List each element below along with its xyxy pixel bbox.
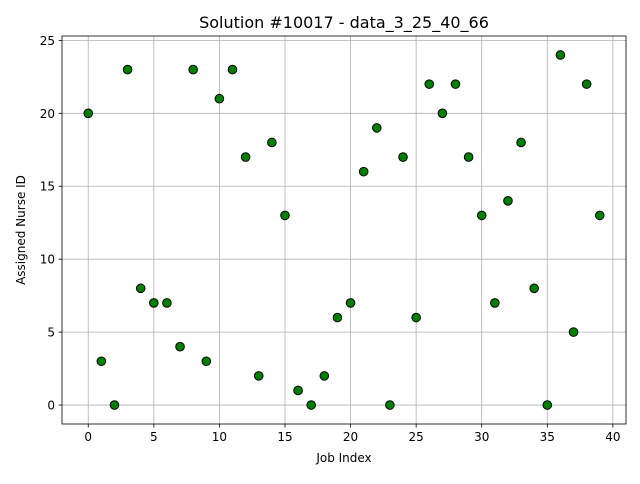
data-point — [122, 64, 133, 75]
data-point — [83, 108, 94, 119]
y-tick-label: 0 — [47, 399, 55, 413]
x-axis-label: Job Index — [315, 451, 371, 465]
data-points — [83, 50, 605, 410]
x-axis-ticks: 0 5 10 15 20 25 30 35 40 — [84, 424, 621, 444]
y-tick-label: 20 — [40, 107, 55, 121]
x-tick-label: 35 — [540, 430, 555, 444]
data-point — [319, 371, 330, 381]
data-point — [371, 123, 382, 133]
y-axis-ticks: 0 5 10 15 20 25 — [40, 34, 62, 413]
data-point — [293, 385, 303, 396]
x-tick-label: 15 — [277, 430, 292, 444]
y-tick-label: 5 — [47, 326, 55, 340]
data-point — [490, 298, 500, 308]
chart-title: Solution #10017 - data_3_25_40_66 — [199, 13, 489, 33]
data-point — [568, 327, 579, 337]
x-tick-label: 30 — [474, 430, 489, 444]
data-point — [463, 152, 474, 162]
data-point — [529, 283, 539, 294]
x-tick-label: 0 — [84, 430, 92, 444]
data-point — [240, 152, 251, 162]
data-point — [476, 210, 487, 221]
data-point — [450, 79, 461, 89]
data-point — [109, 400, 120, 410]
y-tick-label: 25 — [40, 34, 55, 48]
data-point — [306, 400, 317, 410]
data-point — [332, 312, 343, 323]
data-point — [516, 137, 526, 148]
data-point — [135, 283, 146, 294]
data-point — [437, 108, 448, 119]
data-point — [503, 196, 513, 206]
data-point — [385, 400, 395, 410]
data-point — [188, 64, 198, 75]
y-tick-label: 15 — [40, 180, 55, 194]
data-point — [227, 64, 238, 75]
data-point — [398, 152, 408, 162]
data-point — [201, 356, 212, 367]
x-tick-label: 20 — [343, 430, 358, 444]
data-point — [581, 79, 592, 89]
data-point — [149, 298, 159, 308]
y-axis-label: Assigned Nurse ID — [14, 175, 28, 285]
y-tick-label: 10 — [40, 253, 55, 267]
x-tick-label: 5 — [150, 430, 158, 444]
data-point — [175, 341, 185, 352]
x-tick-label: 25 — [408, 430, 423, 444]
data-point — [358, 166, 369, 177]
data-point — [555, 50, 566, 60]
data-point — [253, 371, 264, 381]
data-point — [267, 137, 277, 148]
x-tick-label: 10 — [212, 430, 227, 444]
data-point — [214, 93, 225, 104]
data-point — [411, 312, 421, 323]
x-tick-label: 40 — [605, 430, 620, 444]
data-point — [345, 298, 356, 308]
data-point — [280, 210, 290, 221]
data-point — [424, 79, 435, 89]
data-point — [542, 400, 553, 410]
data-point — [594, 210, 605, 221]
data-point — [96, 356, 107, 367]
axes-frame — [61, 35, 627, 425]
data-point — [162, 298, 172, 308]
